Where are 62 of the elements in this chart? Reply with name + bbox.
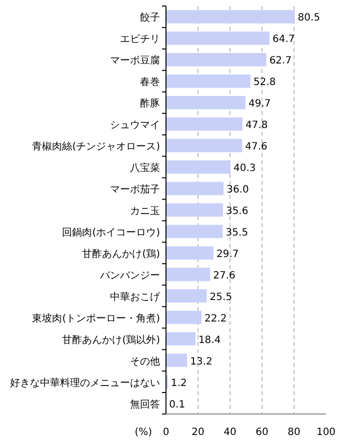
- bar: [166, 117, 242, 131]
- data-label: 80.5: [298, 12, 320, 24]
- data-label: 29.7: [216, 248, 239, 260]
- data-label: 13.2: [190, 356, 212, 368]
- data-label: 64.7: [272, 34, 295, 46]
- data-label: 35.5: [226, 227, 248, 238]
- y-tick-label: 好きな中華料理のメニューはない: [10, 376, 160, 389]
- bar: [166, 203, 223, 217]
- y-tick-label: 青椒肉絲(チンジャオロース): [32, 140, 160, 153]
- data-label: 49.7: [248, 98, 271, 110]
- bar: [166, 10, 295, 24]
- y-tick-label: 春巻: [140, 76, 160, 88]
- y-tick-label: 東坡肉(トンポーロー・角煮): [32, 312, 160, 324]
- y-tick-label: マーボ茄子: [110, 184, 160, 196]
- y-tick-label: 甘酢あんかけ(鶏以外): [62, 334, 160, 346]
- data-label: 62.7: [269, 56, 292, 67]
- y-tick-label: 中華おこげ: [110, 290, 161, 303]
- data-label: 0.1: [169, 399, 186, 410]
- y-tick-label: シュウマイ: [110, 120, 160, 132]
- bar: [166, 310, 202, 324]
- y-tick-label: 餃子: [140, 12, 160, 24]
- data-label: 27.6: [213, 270, 236, 282]
- x-axis-title: (%): [134, 427, 152, 438]
- y-tick-label: バンバンジー: [99, 270, 160, 282]
- bar: [166, 246, 214, 260]
- x-tick-label: 20: [192, 427, 204, 438]
- data-label: 35.6: [226, 206, 248, 217]
- bar: [166, 224, 223, 238]
- bar: [166, 96, 246, 110]
- x-tick-label: 80: [288, 427, 300, 438]
- x-tick-label: 40: [224, 427, 236, 438]
- bar: [166, 160, 230, 174]
- data-label: 47.6: [245, 142, 268, 153]
- x-tick-label: 60: [256, 427, 268, 438]
- bar: [166, 182, 224, 196]
- x-tick-label: 100: [316, 427, 336, 438]
- bar: [166, 332, 196, 346]
- x-tick-label: 0: [162, 427, 170, 438]
- data-label: 18.4: [198, 334, 221, 346]
- bar: [166, 74, 250, 88]
- bar: [166, 289, 207, 303]
- bar: [166, 53, 266, 66]
- y-tick-label: 甘酢あんかけ(鶏): [82, 248, 160, 260]
- y-tick-label: エビチリ: [120, 34, 160, 46]
- data-label: 52.8: [253, 77, 276, 88]
- data-label: 22.2: [204, 313, 227, 324]
- data-label: 1.2: [170, 378, 187, 389]
- data-label: 25.5: [210, 292, 232, 303]
- y-tick-label: その他: [130, 355, 160, 368]
- data-label: 47.8: [245, 120, 268, 132]
- bar: [166, 268, 210, 282]
- data-label: 40.3: [233, 163, 256, 174]
- bar: [166, 138, 242, 152]
- y-tick-label: マーボ豆腐: [110, 54, 160, 67]
- data-label: 36.0: [226, 184, 249, 196]
- y-tick-label: 回鍋肉(ホイコーロウ): [62, 227, 160, 238]
- y-tick-label: 八宝菜: [130, 162, 160, 174]
- bar: [166, 354, 188, 367]
- y-tick-label: 酢豚: [140, 98, 160, 110]
- y-tick-label: カニ玉: [130, 206, 160, 217]
- y-tick-label: 無回答: [130, 398, 160, 410]
- bar: [166, 32, 270, 45]
